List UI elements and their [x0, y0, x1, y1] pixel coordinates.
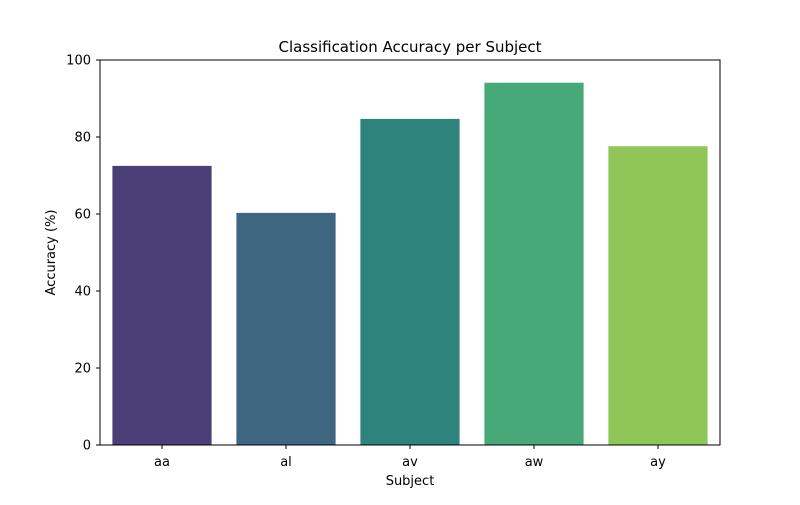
x-tick-label: aa [154, 455, 170, 470]
bar-ay [608, 146, 708, 446]
y-tick-label: 60 [74, 208, 91, 223]
x-axis-ticks: aa al av aw ay [154, 445, 666, 470]
bars-group [112, 82, 708, 446]
y-tick-label: 0 [83, 439, 91, 454]
plot-frame [99, 59, 721, 446]
y-tick-label: 20 [74, 362, 91, 377]
y-tick-label: 40 [74, 285, 91, 300]
bar-av [360, 118, 460, 445]
x-tick-label: aw [525, 455, 544, 470]
x-axis-label: Subject [386, 474, 435, 489]
y-tick-label: 80 [74, 131, 91, 146]
y-axis-ticks: 0 20 40 60 80 100 [66, 54, 100, 454]
chart-title: Classification Accuracy per Subject [278, 38, 541, 56]
x-tick-label: ay [650, 455, 666, 470]
bar-aw [484, 82, 584, 445]
y-tick-label: 100 [66, 54, 91, 69]
bar-al [236, 212, 336, 445]
y-axis-label: Accuracy (%) [44, 210, 59, 296]
x-tick-label: al [280, 455, 292, 470]
bar-aa [112, 165, 212, 445]
x-tick-label: av [402, 455, 418, 470]
